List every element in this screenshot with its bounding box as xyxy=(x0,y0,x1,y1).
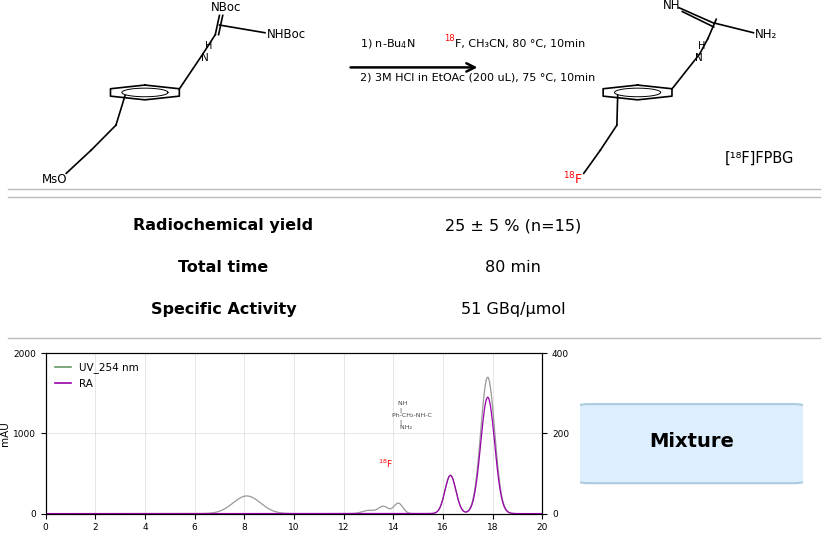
Text: NH: NH xyxy=(662,0,679,12)
Text: 2) 3M HCl in EtOAc (200 uL), 75 °C, 10min: 2) 3M HCl in EtOAc (200 uL), 75 °C, 10mi… xyxy=(360,72,595,82)
Text: 18: 18 xyxy=(443,34,454,43)
Text: $^{18}$F: $^{18}$F xyxy=(378,457,393,470)
Text: $^{18}$F: $^{18}$F xyxy=(562,171,582,187)
Text: Radiochemical yield: Radiochemical yield xyxy=(133,218,313,233)
Text: MsO: MsO xyxy=(41,173,67,186)
Text: N: N xyxy=(694,53,702,63)
Text: H: H xyxy=(205,41,212,51)
Text: NH₂: NH₂ xyxy=(754,28,777,41)
Text: NH
      |
  Ph-CH₂-NH-C
      |
      NH₂: NH | Ph-CH₂-NH-C | NH₂ xyxy=(388,401,432,431)
Text: 80 min: 80 min xyxy=(485,260,541,275)
FancyBboxPatch shape xyxy=(575,404,806,483)
Text: Specific Activity: Specific Activity xyxy=(151,302,296,317)
Text: NHBoc: NHBoc xyxy=(266,28,305,41)
Text: 25 ± 5 % (n=15): 25 ± 5 % (n=15) xyxy=(445,218,581,233)
Legend: UV_254 nm, RA: UV_254 nm, RA xyxy=(50,358,142,393)
Text: 1) n-Bu$_4$N: 1) n-Bu$_4$N xyxy=(360,37,415,51)
Text: NBoc: NBoc xyxy=(211,1,241,14)
Text: N: N xyxy=(201,53,209,63)
Text: 51 GBq/μmol: 51 GBq/μmol xyxy=(461,302,565,317)
Text: F, CH₃CN, 80 °C, 10min: F, CH₃CN, 80 °C, 10min xyxy=(455,39,585,49)
Text: Mixture: Mixture xyxy=(648,432,733,451)
Text: Total time: Total time xyxy=(179,260,268,275)
Y-axis label: mAU: mAU xyxy=(0,421,10,446)
Text: [¹⁸F]FPBG: [¹⁸F]FPBG xyxy=(724,150,793,165)
Text: H: H xyxy=(698,41,705,51)
